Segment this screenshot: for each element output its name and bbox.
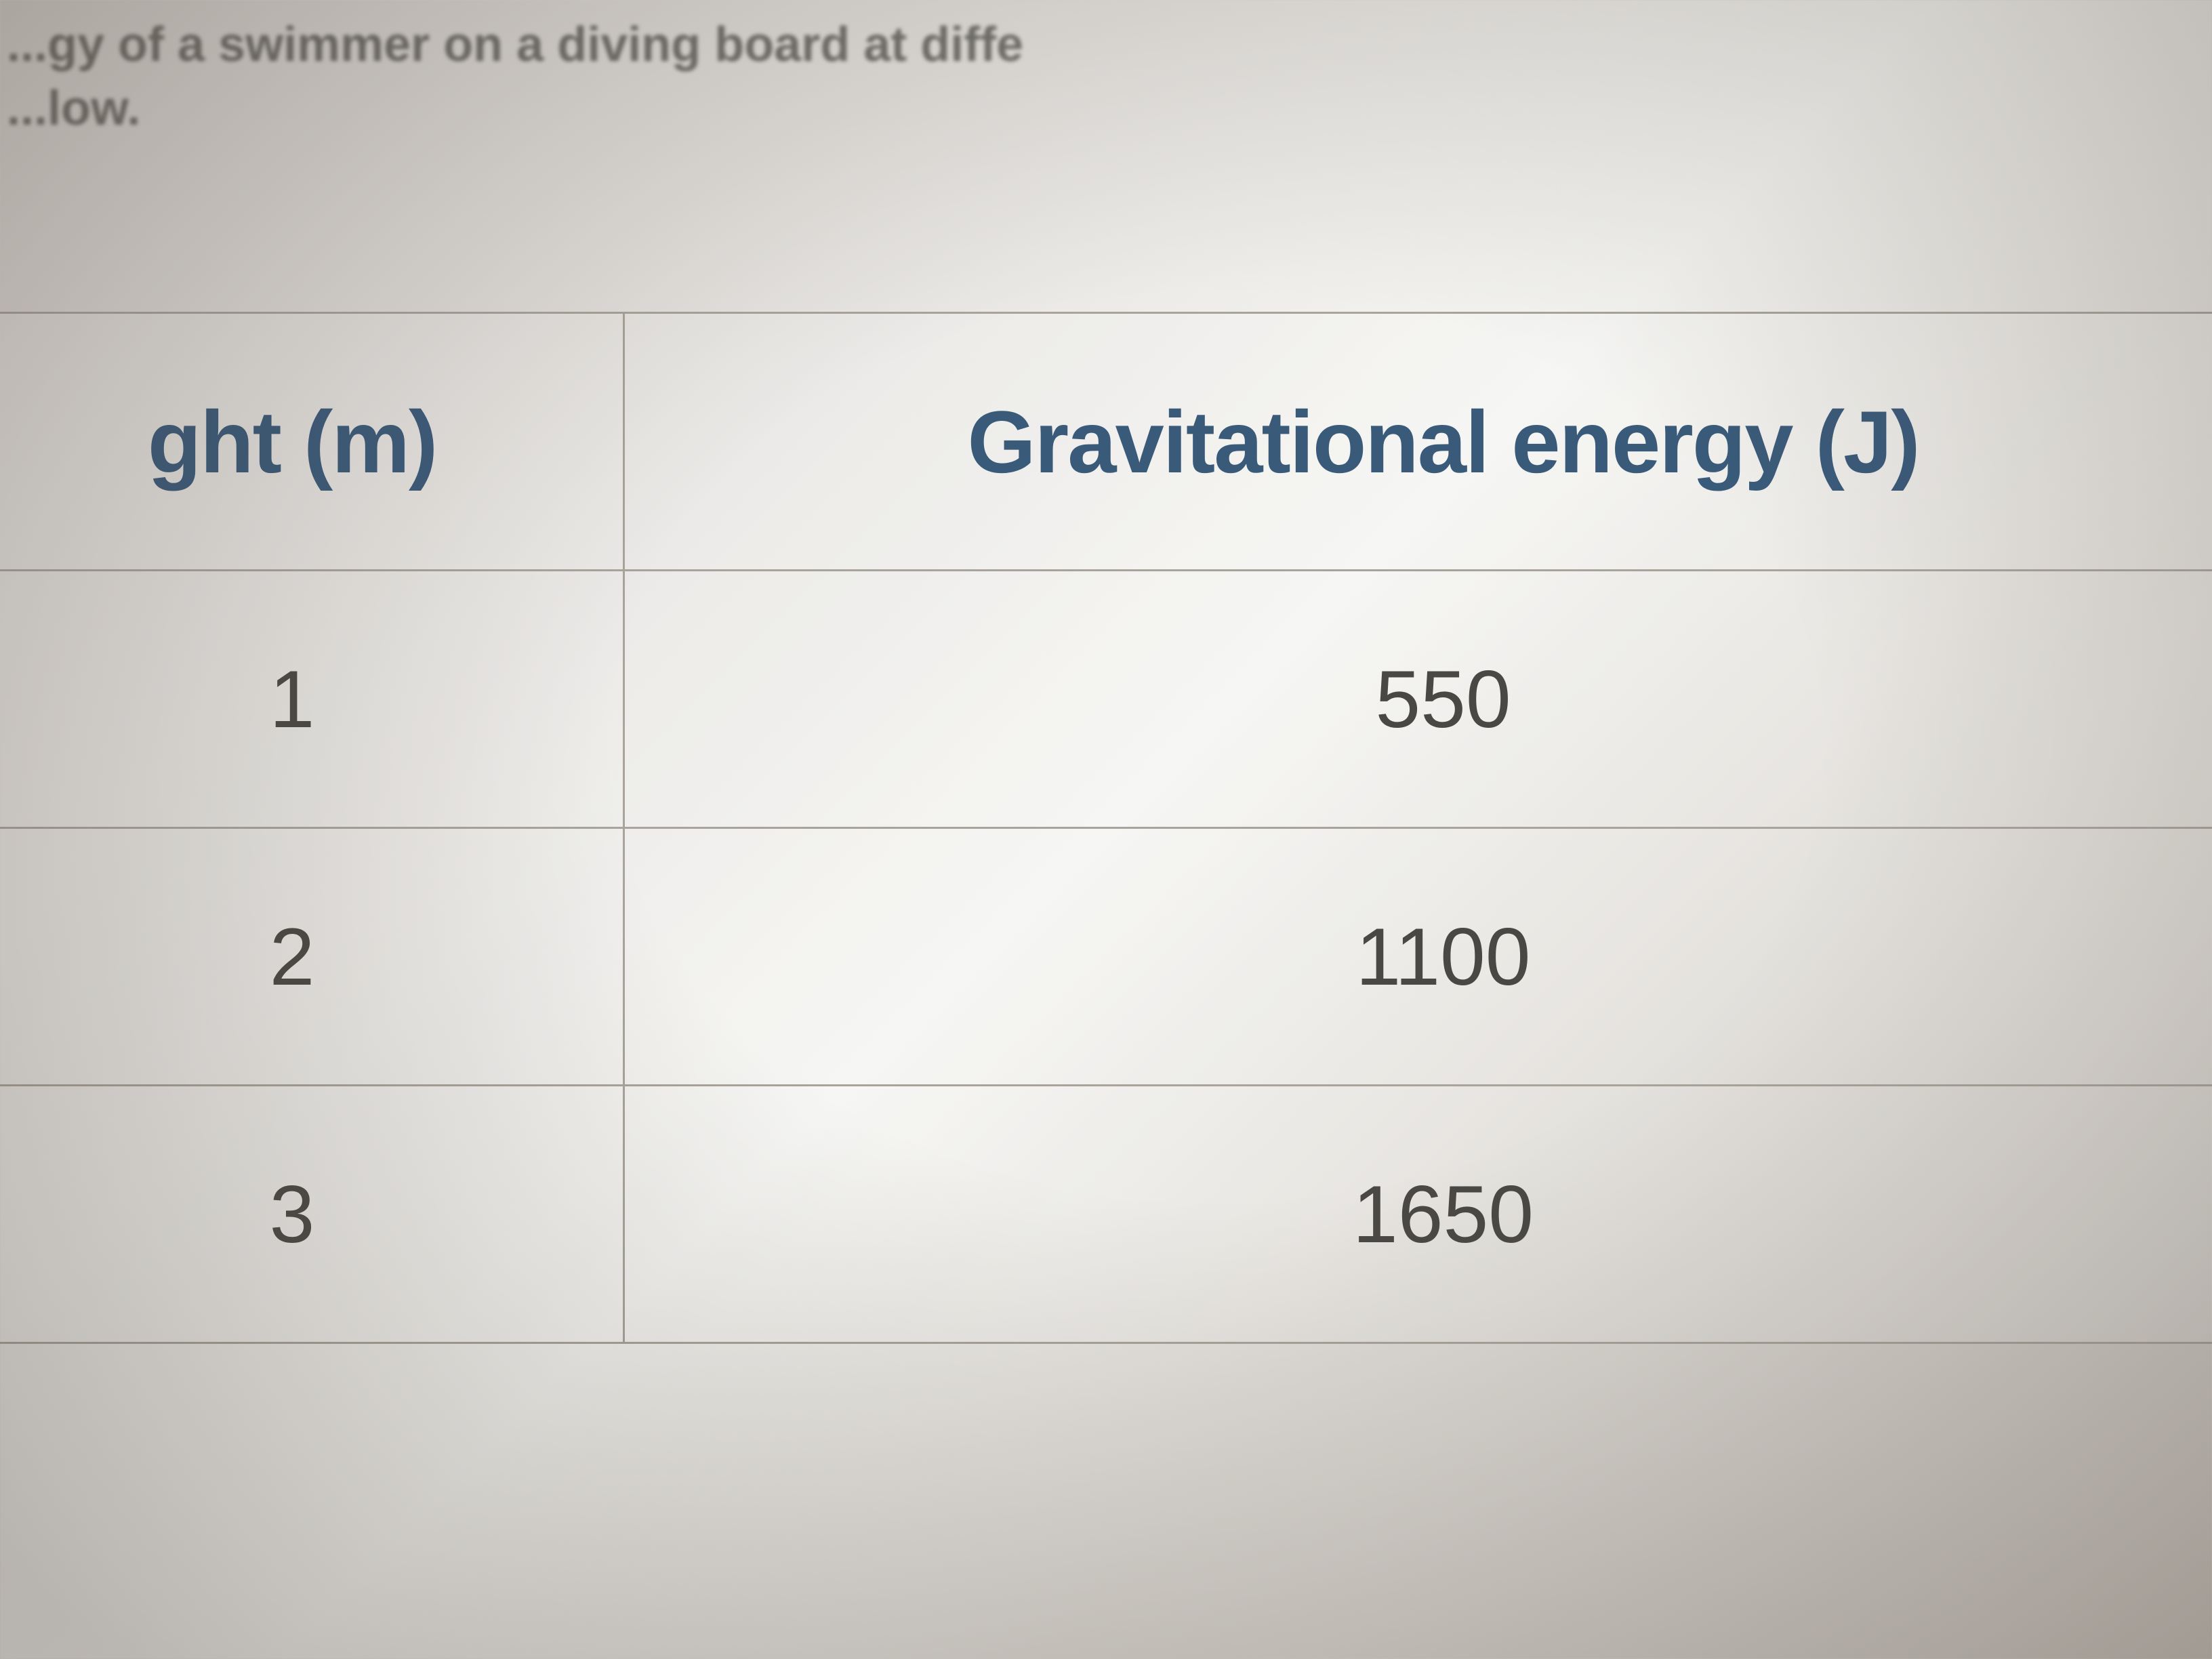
table-row: 2 1100 xyxy=(0,828,2212,1086)
context-text: ...gy of a swimmer on a diving board at … xyxy=(0,0,2212,154)
cell-height: 2 xyxy=(0,828,624,1086)
context-line-1: ...gy of a swimmer on a diving board at … xyxy=(7,14,2185,77)
cell-energy: 1650 xyxy=(624,1086,2212,1343)
column-header-energy: Gravitational energy (J) xyxy=(624,313,2212,571)
cell-height: 1 xyxy=(0,571,624,828)
cell-energy: 550 xyxy=(624,571,2212,828)
cell-energy: 1100 xyxy=(624,828,2212,1086)
column-header-height: ght (m) xyxy=(0,313,624,571)
data-table-container: ght (m) Gravitational energy (J) 1 550 2… xyxy=(0,312,2212,1344)
context-line-2: ...low. xyxy=(7,77,2185,141)
table-row: 3 1650 xyxy=(0,1086,2212,1343)
gravitational-energy-table: ght (m) Gravitational energy (J) 1 550 2… xyxy=(0,312,2212,1344)
cell-height: 3 xyxy=(0,1086,624,1343)
table-row: 1 550 xyxy=(0,571,2212,828)
table-header-row: ght (m) Gravitational energy (J) xyxy=(0,313,2212,571)
